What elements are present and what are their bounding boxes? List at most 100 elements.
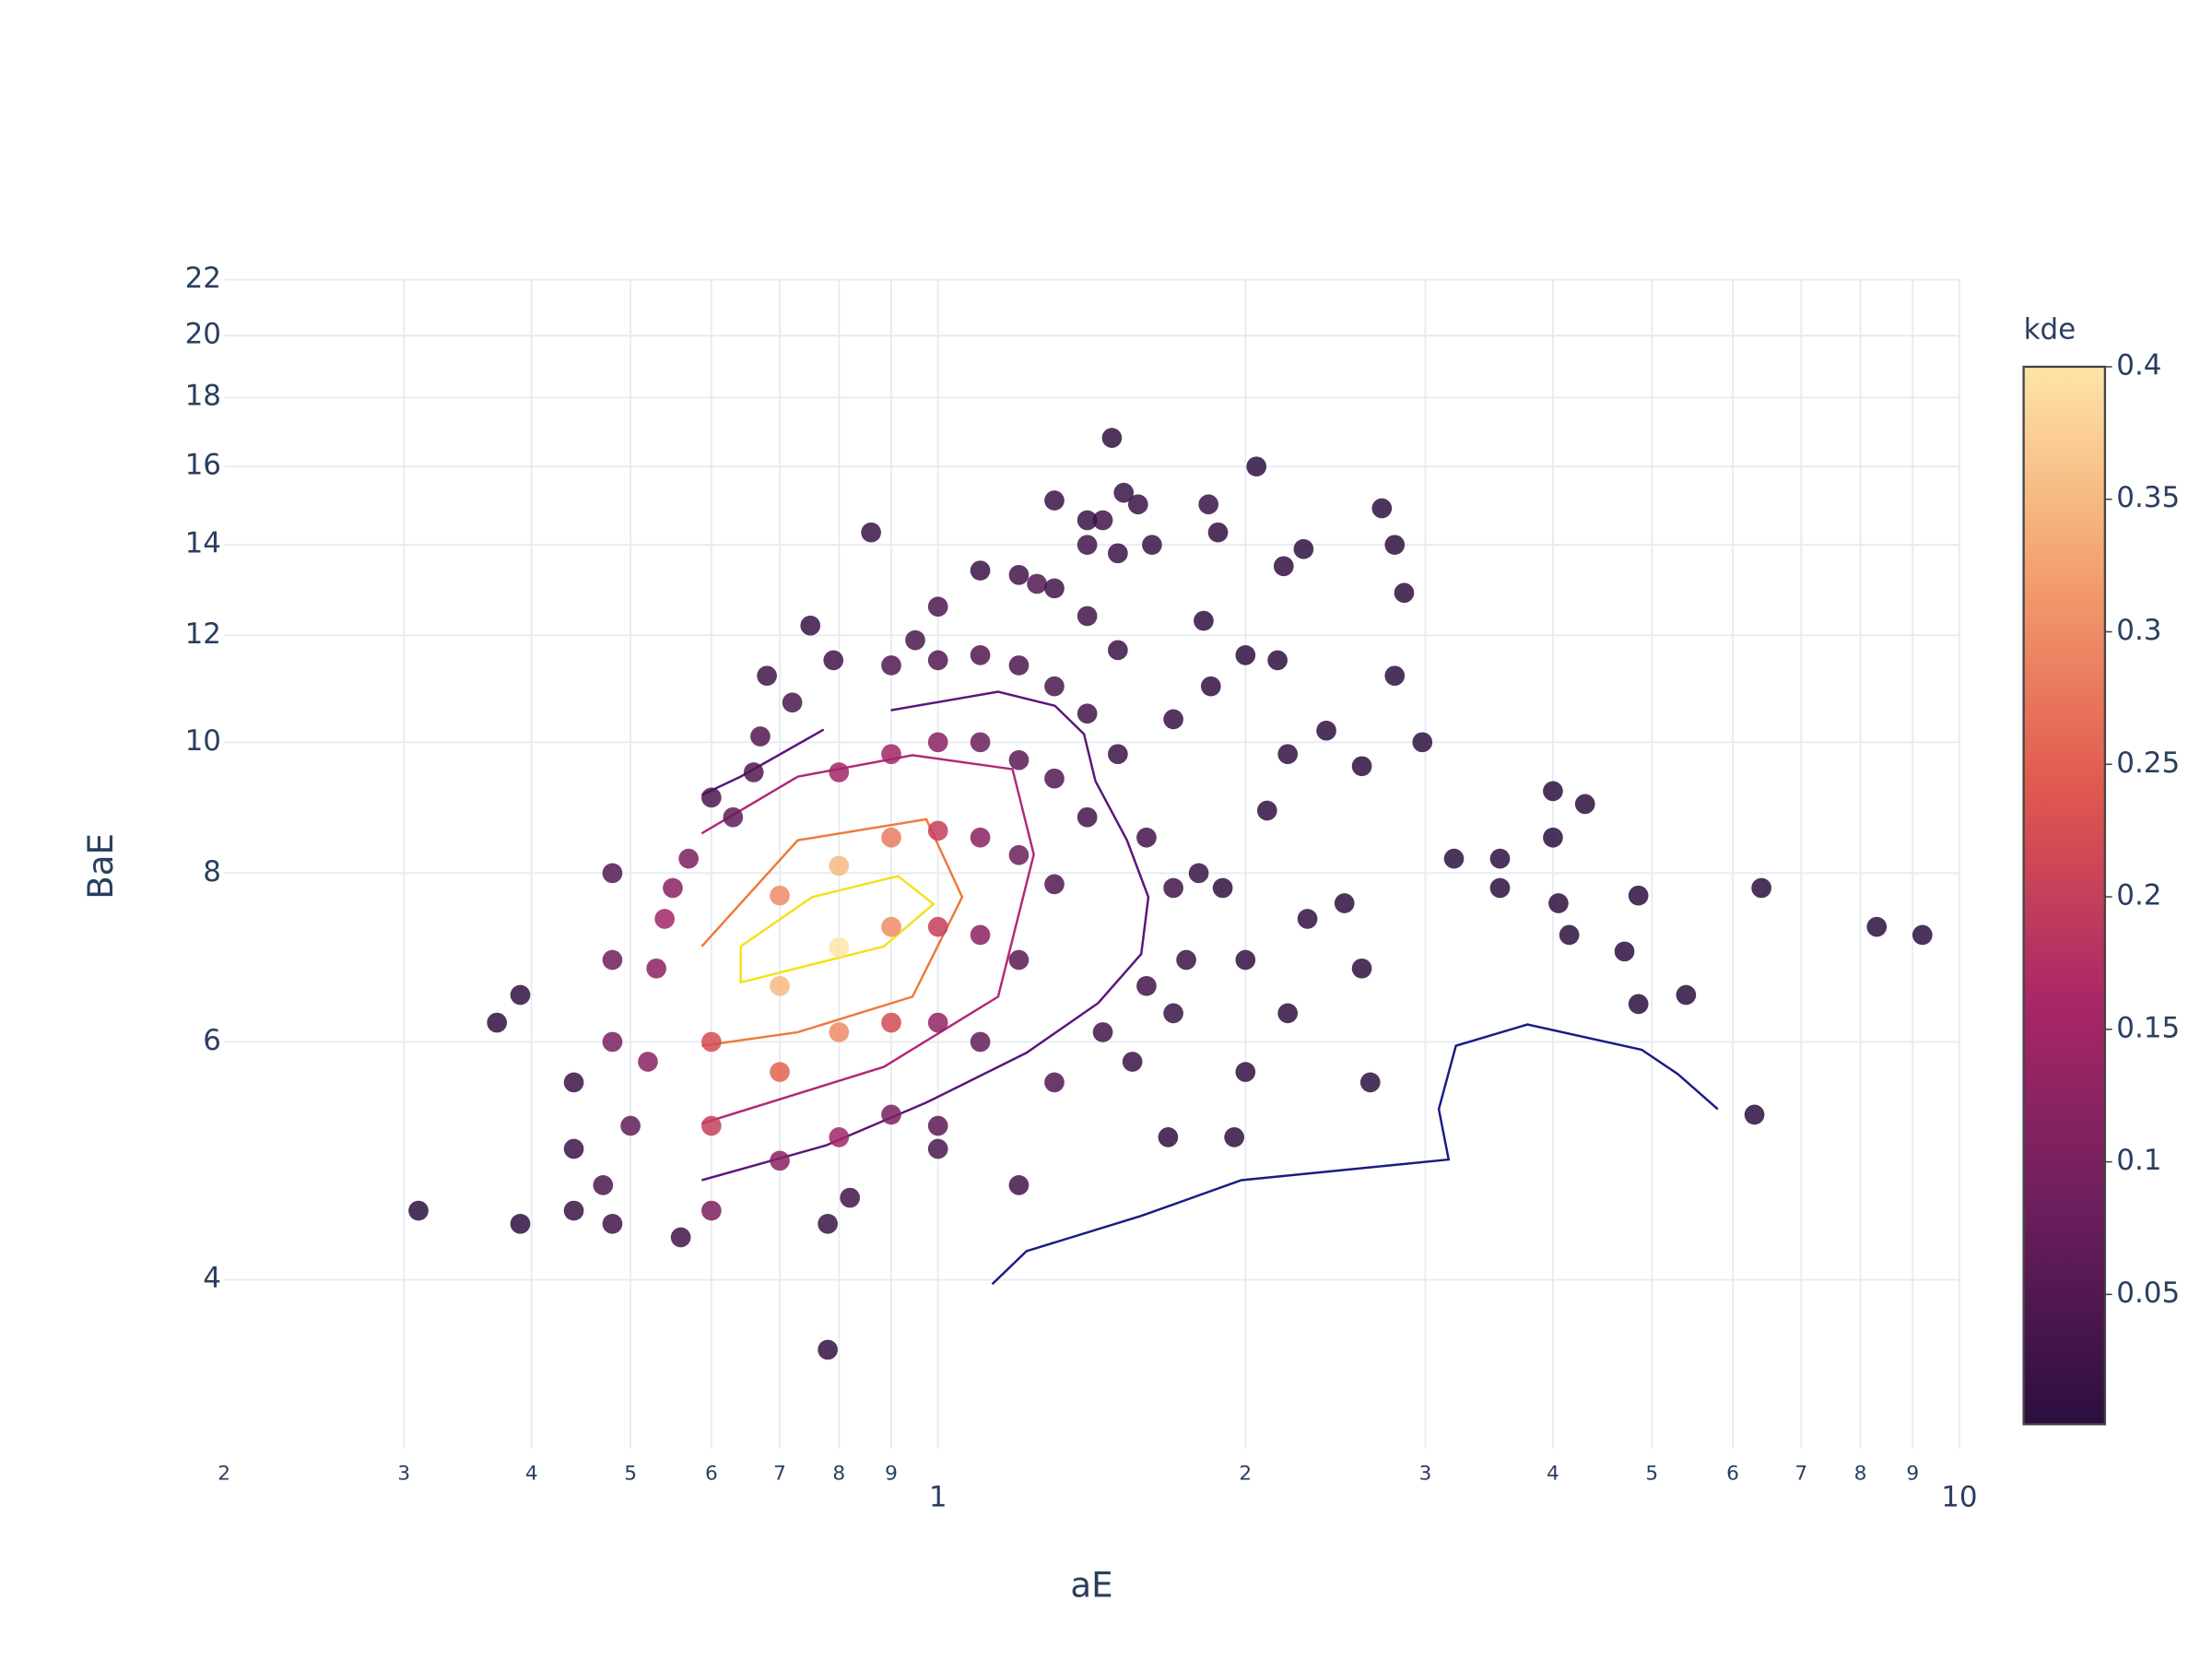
scatter-point (927, 1012, 948, 1033)
x-tick-label: 1 (929, 1480, 947, 1513)
scatter-point (1044, 676, 1065, 697)
scatter-point (1044, 578, 1065, 599)
y-tick-label: 4 (203, 1262, 221, 1295)
scatter-point (1359, 1072, 1381, 1093)
scatter-point (770, 1062, 790, 1082)
scatter-point (1136, 827, 1157, 848)
scatter-point (670, 1227, 691, 1248)
scatter-point (408, 1200, 429, 1221)
scatter-point (1334, 893, 1355, 913)
scatter-point (881, 655, 901, 676)
scatter-point (970, 732, 991, 753)
scatter-point (646, 958, 666, 979)
scatter-point (1273, 556, 1294, 577)
scatter-point (1044, 490, 1065, 511)
scatter-point (829, 936, 850, 958)
scatter-point (829, 855, 850, 877)
scatter-point (1188, 863, 1209, 884)
colorbar-tick-label: 0.15 (2116, 1011, 2180, 1044)
scatter-point (678, 848, 700, 869)
colorbar-title: kde (2024, 313, 2077, 347)
scatter-point (927, 732, 948, 753)
scatter-point (970, 560, 991, 581)
x-tick-label: 9 (885, 1462, 898, 1485)
scatter-point (770, 1150, 790, 1171)
scatter-point (1044, 874, 1065, 895)
scatter-point (881, 1012, 901, 1033)
scatter-point (818, 1214, 838, 1234)
scatter-point (927, 650, 948, 671)
scatter-point (1163, 877, 1183, 899)
scatter-point (927, 596, 948, 618)
scatter-point (563, 1138, 584, 1159)
scatter-point (620, 1115, 641, 1136)
x-tick-label: 7 (1794, 1462, 1807, 1485)
scatter-point (602, 1031, 623, 1053)
scatter-point (818, 1339, 838, 1360)
scatter-point (1044, 1072, 1065, 1093)
y-tick-label: 18 (185, 380, 221, 413)
x-tick-label: 3 (1419, 1462, 1432, 1485)
scatter-point (1351, 756, 1372, 777)
x-tick-label: 2 (218, 1462, 230, 1485)
scatter-point (1489, 848, 1511, 869)
scatter-point (1744, 1104, 1765, 1125)
scatter-point (1136, 975, 1157, 996)
y-tick-label: 16 (185, 449, 221, 482)
scatter-point (1077, 510, 1098, 531)
scatter-point (1351, 958, 1372, 979)
y-tick-label: 8 (203, 855, 221, 888)
scatter-point (1256, 800, 1277, 821)
contour-line (739, 875, 935, 984)
x-tick-label: 7 (773, 1462, 786, 1485)
scatter-point (881, 744, 901, 765)
scatter-point (1092, 1022, 1113, 1042)
scatter-point (927, 1138, 948, 1159)
scatter-point (701, 1115, 722, 1136)
scatter-point (1293, 538, 1314, 559)
scatter-point (1559, 924, 1580, 946)
scatter-point (1142, 535, 1162, 555)
scatter-point (1297, 909, 1318, 929)
scatter-point (1235, 1062, 1256, 1082)
colorbar-tick-label: 0.35 (2116, 481, 2180, 514)
scatter-point (881, 827, 901, 848)
scatter-point (1384, 535, 1406, 555)
scatter-point (829, 1022, 850, 1042)
contour-line (991, 1023, 1719, 1286)
scatter-point (1008, 655, 1030, 676)
scatter-point (1077, 535, 1098, 555)
x-tick-label: 9 (1906, 1462, 1919, 1485)
scatter-point (1158, 1127, 1179, 1147)
scatter-point (638, 1052, 658, 1072)
scatter-point (829, 1127, 850, 1147)
scatter-point (1614, 941, 1635, 962)
scatter-point (1176, 949, 1196, 971)
scatter-point (1077, 703, 1098, 724)
colorbar-tick-label: 0.2 (2116, 879, 2161, 912)
x-axis-title: aE (1070, 1565, 1112, 1605)
scatter-point (1751, 877, 1771, 899)
x-tick-label: 4 (1547, 1462, 1559, 1485)
colorbar-tick-label: 0.4 (2116, 348, 2161, 382)
y-tick-label: 22 (185, 262, 221, 295)
scatter-point (782, 692, 803, 713)
scatter-point (1676, 984, 1697, 1006)
scatter-point (823, 650, 844, 671)
scatter-point (970, 924, 991, 946)
y-tick-label: 14 (185, 527, 221, 560)
scatter-point (1543, 827, 1563, 848)
scatter-point (1163, 709, 1183, 730)
x-tick-label: 10 (1941, 1480, 1977, 1513)
scatter-point (1101, 428, 1123, 448)
scatter-point (770, 885, 790, 906)
scatter-point (1371, 498, 1393, 519)
scatter-point (1235, 949, 1256, 971)
colorbar-tick-label: 0.1 (2116, 1144, 2161, 1177)
scatter-point (563, 1200, 584, 1221)
scatter-point (1198, 494, 1219, 515)
scatter-point (743, 762, 764, 782)
scatter-point (1008, 749, 1030, 771)
scatter-point (1008, 564, 1030, 585)
